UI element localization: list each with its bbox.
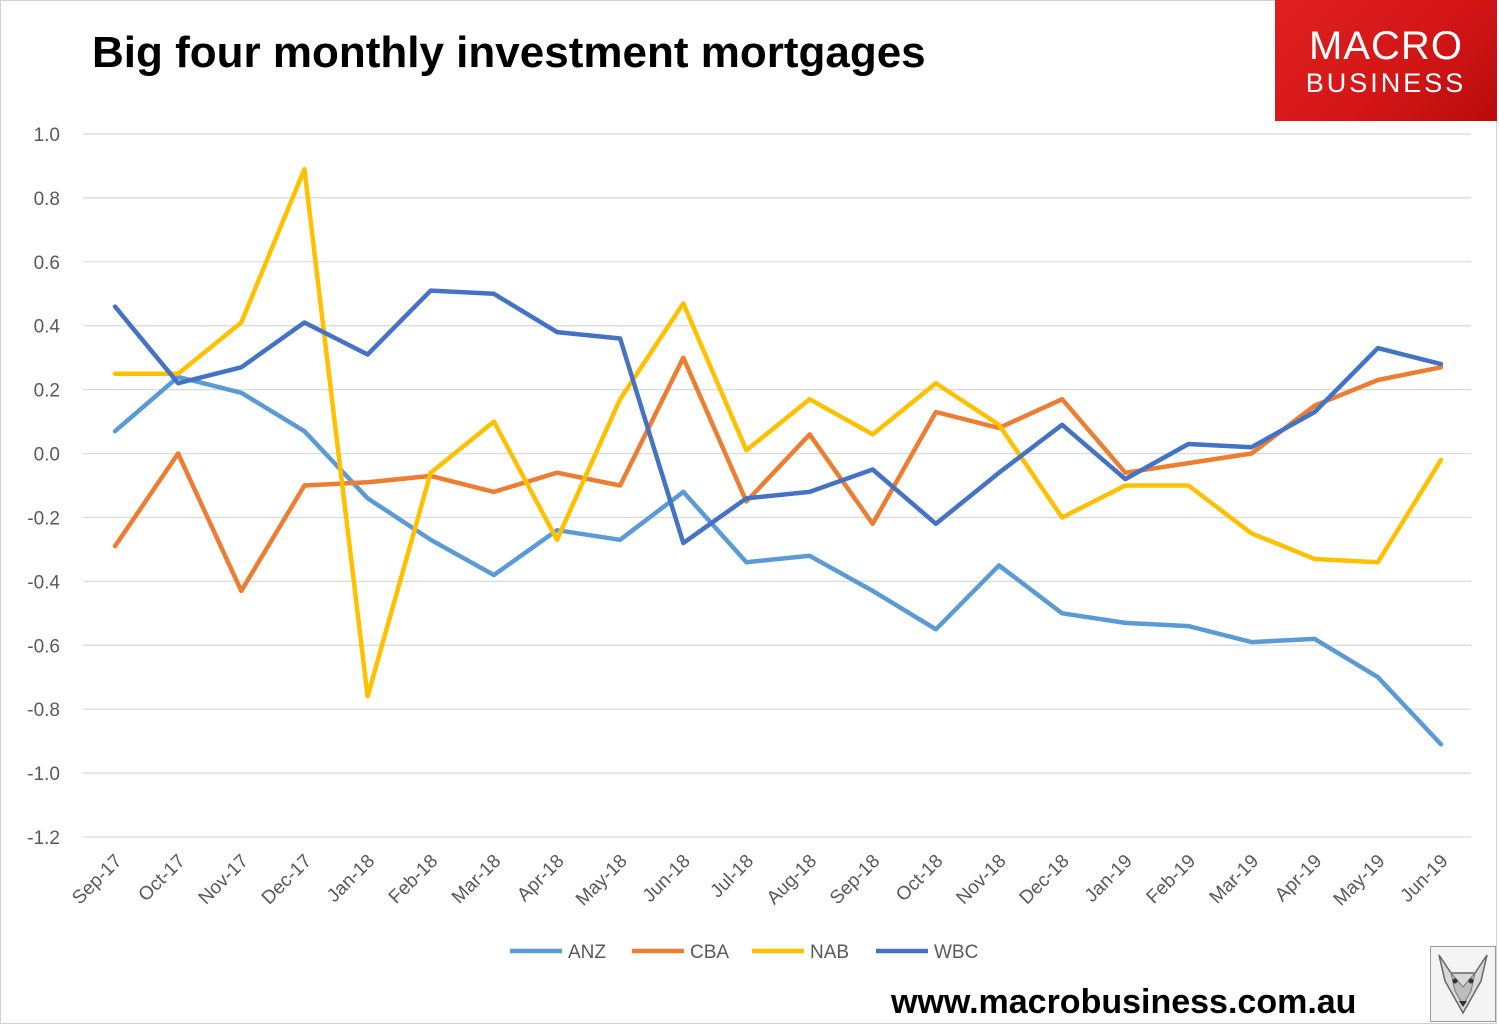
- y-tick-label: -1.2: [27, 828, 60, 849]
- y-tick-label: -0.6: [27, 636, 60, 657]
- y-tick-label: 1.0: [34, 125, 60, 146]
- y-tick-label: 0.4: [34, 317, 61, 338]
- y-tick-label: -1.0: [27, 764, 60, 785]
- legend-label-nab: NAB: [810, 942, 849, 963]
- series-line-anz: [112, 374, 1444, 747]
- x-axis-ticks: Sep-17 Oct-17 Nov-17 Dec-17 Jan-18 Feb-18 Mar-…: [68, 851, 1452, 911]
- series-lines: [112, 166, 1444, 747]
- y-tick-label: -0.8: [27, 700, 60, 721]
- x-tick-label: Nov-17: [195, 851, 253, 909]
- x-tick-label: May-18: [572, 851, 632, 911]
- series-line-wbc: [112, 288, 1444, 546]
- x-tick-label: Feb-19: [1143, 851, 1200, 908]
- y-tick-label: 0.8: [34, 189, 60, 210]
- x-tick-label: Mar-18: [448, 851, 505, 908]
- x-tick-label: Aug-18: [763, 851, 821, 909]
- x-tick-label: Apr-18: [513, 851, 568, 906]
- chart-title: Big four monthly investment mortgages: [92, 28, 926, 77]
- x-tick-label: Sep-18: [826, 851, 884, 909]
- series-line-cba: [112, 355, 1444, 594]
- x-tick-label: May-19: [1330, 851, 1390, 911]
- legend-label-cba: CBA: [690, 942, 729, 963]
- grid-lines: [83, 133, 1471, 838]
- x-tick-label: Dec-17: [258, 851, 316, 909]
- x-tick-label: Oct-18: [892, 851, 947, 906]
- x-tick-label: Nov-18: [952, 851, 1010, 909]
- legend-label-wbc: WBC: [934, 942, 978, 963]
- y-tick-label: 0.6: [34, 253, 60, 274]
- legend-label-anz: ANZ: [568, 942, 606, 963]
- website-url[interactable]: www.macrobusiness.com.au: [891, 983, 1357, 1021]
- macro-business-logo: MACRO BUSINESS: [1275, 0, 1497, 121]
- y-tick-label: 0.0: [34, 445, 60, 466]
- y-tick-label: 0.2: [34, 381, 60, 402]
- x-tick-label: Feb-18: [385, 851, 442, 908]
- x-tick-label: Jan-19: [1081, 851, 1137, 907]
- x-tick-label: Jun-18: [639, 851, 695, 907]
- x-tick-label: Sep-17: [68, 851, 126, 909]
- x-tick-label: Oct-17: [135, 851, 190, 906]
- x-tick-label: Dec-18: [1016, 851, 1074, 909]
- fox-icon: [1430, 946, 1496, 1022]
- y-tick-label: -0.4: [27, 572, 60, 593]
- y-tick-label: -0.2: [27, 508, 60, 529]
- x-tick-label: Mar-19: [1206, 851, 1263, 908]
- x-tick-label: Apr-19: [1271, 851, 1326, 906]
- x-tick-label: Jan-18: [323, 851, 379, 907]
- y-axis-ticks: 1.0 0.8 0.6 0.4 0.2 0.0 -0.2 -0.4 -0.6 -0.8 -1.0 -1…: [27, 125, 60, 849]
- logo-line-1: MACRO: [1309, 24, 1463, 68]
- series-line-nab: [112, 166, 1444, 699]
- legend: ANZ CBA NAB WBC: [510, 942, 978, 963]
- x-tick-label: Jul-18: [707, 851, 758, 902]
- logo-line-2: BUSINESS: [1305, 68, 1467, 98]
- x-tick-label: Jun-19: [1397, 851, 1453, 907]
